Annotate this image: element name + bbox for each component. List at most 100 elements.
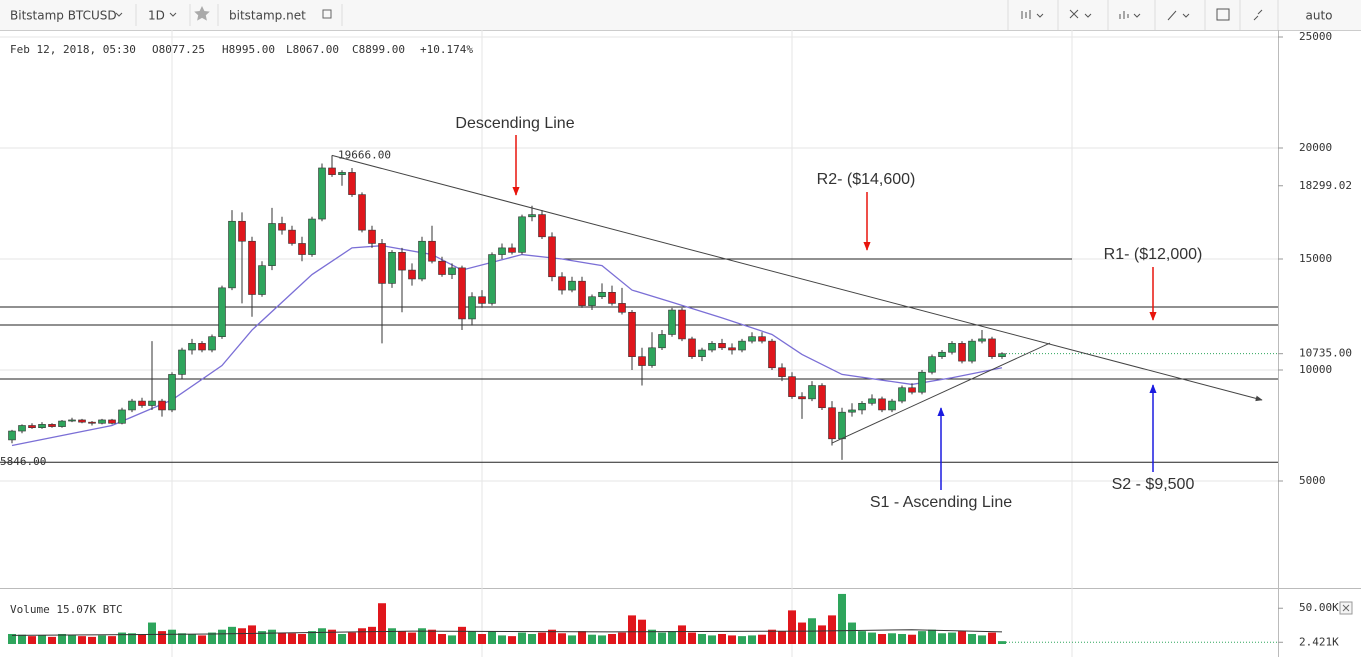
candle-body <box>368 229 376 244</box>
volume-bar <box>188 633 196 644</box>
candle-body <box>138 400 146 406</box>
volume-bar <box>798 622 806 644</box>
interval[interactable]: 1D <box>148 9 165 23</box>
candle-body <box>448 267 456 275</box>
volume-bar <box>848 622 856 644</box>
candle-body <box>968 340 976 362</box>
candle-body <box>68 419 76 422</box>
candle-body <box>688 338 696 357</box>
candle-body <box>188 343 196 351</box>
candle-body <box>488 254 496 304</box>
volume-bar <box>738 636 746 644</box>
volume-bar <box>198 635 206 644</box>
volume-bar <box>348 632 356 644</box>
volume-bar <box>238 628 246 644</box>
candle-body <box>758 336 766 342</box>
candle-body <box>898 387 906 402</box>
candle-body <box>18 425 26 432</box>
scale-mode[interactable]: auto <box>1305 9 1332 23</box>
candle-body <box>738 340 746 351</box>
toolbar: Bitstamp BTCUSD 1D bitstamp.net auto <box>0 0 1361 31</box>
volume-bar <box>878 633 886 644</box>
toolbar-icons[interactable] <box>1007 0 1279 30</box>
volume-bar <box>358 628 366 644</box>
candle-body <box>798 396 806 400</box>
candle-body <box>818 385 826 409</box>
volume-bar <box>758 634 766 644</box>
candle-body <box>388 252 396 284</box>
volume-bar <box>678 625 686 644</box>
volume-tick-label: 2.421K <box>1299 635 1339 648</box>
volume-bar <box>388 628 396 644</box>
volume-bar <box>628 615 636 644</box>
source[interactable]: bitstamp.net <box>229 9 306 23</box>
volume-bar <box>788 610 796 644</box>
volume-bar <box>938 633 946 644</box>
candle-body <box>348 172 356 195</box>
candle-body <box>198 343 206 351</box>
chevron <box>169 12 177 17</box>
volume-bar <box>448 635 456 644</box>
candle-body <box>888 400 896 411</box>
volume-bar <box>668 631 676 644</box>
volume-bar <box>658 632 666 644</box>
volume-bar <box>818 625 826 644</box>
trend-line <box>831 342 1051 444</box>
volume-bar <box>768 629 776 644</box>
y-tick-label: 25000 <box>1299 30 1332 43</box>
volume-bar <box>618 632 626 644</box>
symbol[interactable]: Bitstamp BTCUSD <box>10 9 117 23</box>
annotation: S1 - Ascending Line <box>870 494 1012 511</box>
volume-bar <box>378 603 386 644</box>
volume-bar <box>828 615 836 644</box>
candle-body <box>548 236 556 278</box>
candle-body <box>538 214 546 238</box>
favorite-star[interactable] <box>194 6 210 21</box>
volume-bar <box>128 633 136 644</box>
candle-body <box>8 430 16 441</box>
candle-body <box>338 172 346 175</box>
volume-bar <box>998 641 1006 644</box>
moving-average <box>11 245 1003 447</box>
candle-body <box>108 419 116 424</box>
annotation: S2 - $9,500 <box>1112 476 1195 493</box>
volume-bar <box>908 634 916 644</box>
candle-body <box>268 223 276 266</box>
y-tick-label: 20000 <box>1299 141 1332 154</box>
candle-body <box>418 240 426 280</box>
candle-body <box>88 421 96 424</box>
volume-bar <box>648 629 656 644</box>
volume-bar <box>418 628 426 644</box>
volume-bar <box>578 631 586 644</box>
toolbar-bg <box>0 0 1361 30</box>
volume-bar <box>58 633 66 644</box>
candle-body <box>608 291 616 304</box>
volume-bar <box>108 636 116 644</box>
volume-bar <box>898 633 906 644</box>
volume-bar <box>918 631 926 644</box>
candle-body <box>948 343 956 353</box>
volume-bar <box>928 629 936 644</box>
candle-body <box>708 343 716 351</box>
candle-body <box>558 276 566 291</box>
volume-bar <box>528 633 536 644</box>
candle-body <box>308 218 316 255</box>
candle-body <box>428 240 436 262</box>
annotation: R2- ($14,600) <box>817 171 916 188</box>
close-icon <box>1342 604 1350 612</box>
volume-tick-label: 50.00K <box>1299 601 1339 614</box>
legend-date: Feb 12, 2018, 05:30 <box>10 43 136 56</box>
candle-body <box>318 167 326 220</box>
candle-body <box>228 220 236 289</box>
candle-body <box>438 260 446 275</box>
volume-bar <box>988 632 996 644</box>
volume-bar <box>288 633 296 644</box>
volume-bar <box>838 593 846 644</box>
candle-body <box>918 371 926 393</box>
candle-body <box>878 398 886 411</box>
volume-bar <box>498 635 506 644</box>
candle-body <box>118 409 126 424</box>
volume-bar <box>148 622 156 644</box>
volume-bar <box>248 625 256 644</box>
